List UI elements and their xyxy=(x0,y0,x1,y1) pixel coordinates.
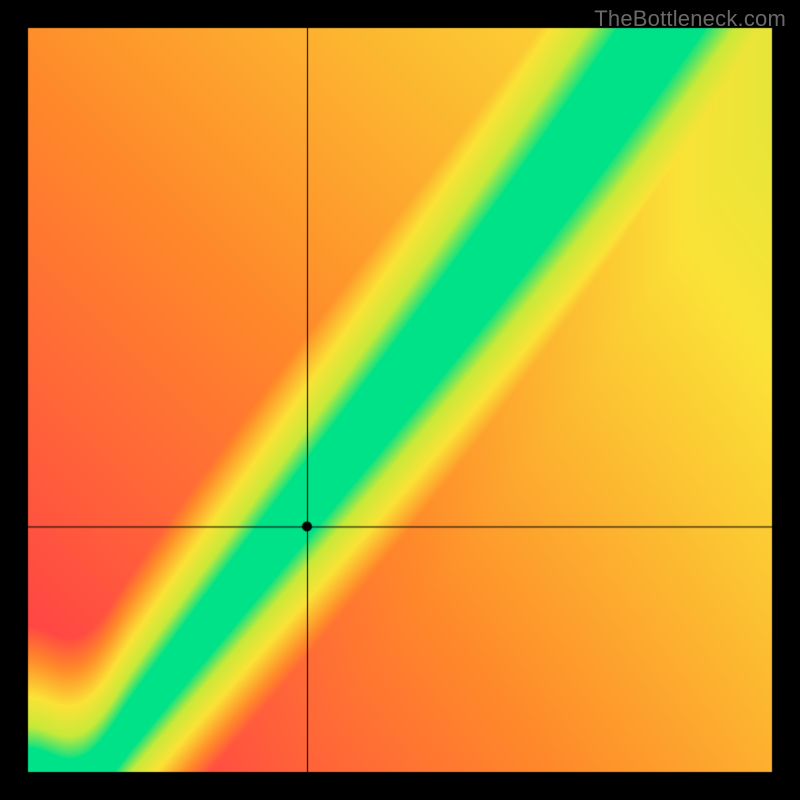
bottleneck-heatmap xyxy=(0,0,800,800)
watermark-text: TheBottleneck.com xyxy=(594,6,786,32)
